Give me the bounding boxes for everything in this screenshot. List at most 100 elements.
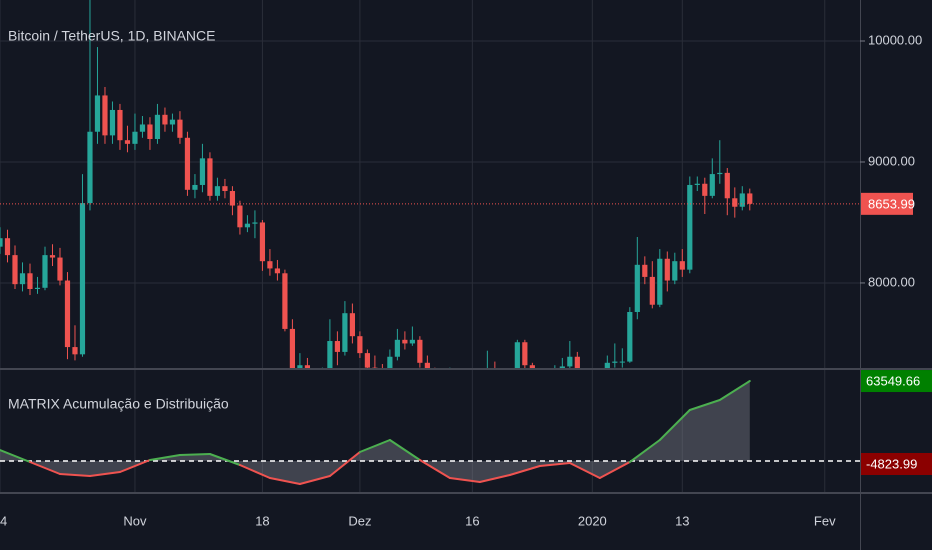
candle-body (237, 205, 243, 228)
y-tick-label: 10000.00 (868, 32, 922, 47)
candle-body (357, 336, 363, 354)
candle-body (424, 362, 430, 368)
indicator-title: MATRIX Acumulação e Distribuição (8, 396, 229, 412)
x-tick-label: 13 (675, 513, 689, 528)
last-price-box (861, 192, 913, 215)
candle-body (139, 124, 146, 132)
candle-body (177, 119, 183, 138)
candle-body (732, 198, 738, 207)
candle-body (394, 339, 400, 357)
candle-body (229, 191, 236, 206)
candle-body (289, 328, 296, 368)
candle-body (162, 114, 168, 125)
candle-body (724, 172, 730, 199)
chart-title: Bitcoin / TetherUS, 1D, BINANCE (8, 28, 215, 44)
indicator-line (598, 461, 631, 479)
x-tick-label: 16 (465, 513, 479, 528)
price-axis: 8000.00 9000.00 10000.00 8653.99 63549.66 -48… (860, 32, 932, 475)
indicator-line (388, 439, 421, 461)
candle-body (4, 238, 11, 256)
candle-body (57, 257, 63, 281)
candle-body (657, 258, 663, 305)
candle-body (87, 131, 93, 204)
candle-body (214, 186, 221, 196)
candle-body (372, 367, 378, 368)
candle-body (169, 119, 176, 125)
level-value-box (861, 453, 932, 475)
candle-body (199, 158, 206, 185)
candle-body (604, 362, 610, 368)
indicator-line (88, 471, 121, 477)
candle-body (124, 140, 131, 144)
indicator-line (328, 451, 361, 477)
candle-body (259, 222, 266, 262)
x-tick-label: 14 (0, 513, 7, 528)
candle-body (514, 342, 520, 368)
candle-body (19, 273, 26, 285)
x-tick-label: Dez (348, 513, 371, 528)
candle-body (274, 268, 281, 274)
candle-body (282, 273, 288, 329)
candle-body (79, 203, 86, 355)
candle-body (27, 273, 33, 290)
indicator-line (718, 380, 751, 401)
candle-body (739, 193, 745, 207)
candle-body (12, 255, 18, 285)
indicator-line (0, 449, 31, 463)
last-price-label: 8653.99 (868, 196, 915, 211)
indicator-line (358, 439, 391, 453)
candle-body (402, 339, 408, 344)
candle-body (567, 356, 573, 367)
candle-body (117, 109, 123, 141)
indicator-line (178, 453, 211, 456)
x-tick-label: Nov (123, 513, 147, 528)
candle-body (304, 365, 311, 368)
candle-body (64, 280, 71, 348)
x-tick-label: 2020 (578, 513, 607, 528)
candle-body (717, 172, 723, 175)
candle-body (244, 223, 251, 228)
candle-body (207, 158, 213, 196)
candle-body (94, 95, 101, 132)
candle-body (154, 114, 161, 139)
candle-body (522, 342, 528, 366)
candle-body (747, 193, 753, 204)
indicator-line (148, 454, 181, 461)
indicator-value-label: 63549.66 (866, 373, 920, 388)
candle-body (42, 255, 48, 288)
indicator-line (28, 461, 61, 475)
indicator-line (298, 475, 331, 485)
candle-body (34, 287, 41, 290)
price-pane (0, 0, 860, 368)
indicator-line (268, 477, 301, 485)
candle-body (132, 131, 138, 144)
x-tick-label: Fev (814, 513, 836, 528)
candle-body (267, 261, 273, 269)
candle-body (49, 255, 56, 258)
candle-body (222, 186, 228, 192)
x-tick-label: 18 (255, 513, 269, 528)
candle-body (334, 341, 341, 352)
candle-body (192, 184, 198, 190)
candle-body (72, 347, 78, 355)
candle-body (694, 183, 700, 185)
candle-body (642, 264, 648, 277)
indicator-line (538, 462, 571, 467)
y-tick-label: 8000.00 (868, 274, 915, 289)
candle-body (664, 258, 670, 281)
indicator-line (118, 459, 151, 473)
candle-body (102, 95, 108, 136)
candle-body (252, 222, 258, 224)
y-tick-label: 9000.00 (868, 153, 915, 168)
candle-body (0, 238, 3, 247)
candle-body (612, 361, 618, 363)
candle-body (387, 356, 393, 368)
indicator-pane (0, 380, 860, 485)
indicator-line (238, 464, 271, 479)
candle-body (619, 361, 625, 363)
candle-body (184, 137, 191, 190)
indicator-line (688, 399, 721, 411)
level-value-label: -4823.99 (866, 456, 917, 471)
candle-body (297, 365, 303, 368)
